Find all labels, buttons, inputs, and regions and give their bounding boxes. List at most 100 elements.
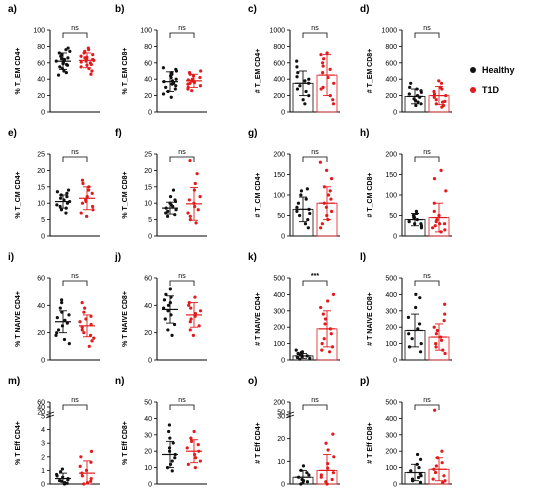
data-point	[331, 102, 336, 106]
data-point	[326, 299, 330, 303]
data-point	[60, 298, 64, 302]
data-point	[439, 338, 444, 342]
data-point	[434, 342, 438, 346]
data-point	[444, 189, 448, 193]
data-point	[65, 201, 70, 205]
series-healthy	[54, 298, 71, 346]
data-point	[187, 198, 191, 202]
panel-letter: d)	[360, 4, 369, 15]
data-point	[174, 67, 178, 71]
data-point	[330, 209, 334, 213]
data-point	[295, 205, 299, 209]
data-point	[64, 71, 68, 75]
y-tick-label: 600	[385, 60, 397, 67]
data-point	[414, 103, 418, 108]
data-point	[414, 292, 418, 296]
data-point	[89, 314, 93, 318]
y-tick-label-upper: 60	[37, 400, 45, 407]
data-point	[306, 218, 310, 222]
data-point	[80, 301, 84, 305]
data-point	[295, 65, 299, 69]
series-healthy	[292, 59, 314, 113]
significance-bracket	[414, 280, 440, 286]
y-tick-label: 0	[393, 358, 397, 365]
significance-label: ns	[71, 273, 79, 280]
y-tick-label: 20	[37, 93, 45, 100]
data-point	[82, 310, 86, 314]
y-axis-label: % T Eff CD8+	[122, 421, 129, 465]
y-tick-label: 500	[273, 276, 285, 283]
data-point	[406, 315, 411, 319]
y-tick-label: 0	[148, 110, 152, 117]
y-tick-label: 50	[389, 213, 397, 220]
y-tick-label: 100	[385, 465, 397, 472]
data-point	[440, 449, 444, 453]
data-point	[64, 48, 68, 52]
y-tick-label: 1	[41, 468, 45, 475]
significance-bracket	[414, 32, 440, 38]
significance-label: ns	[423, 273, 431, 280]
data-point	[161, 66, 166, 70]
y-tick-label: 100	[273, 341, 285, 348]
data-point	[55, 190, 60, 194]
data-point	[409, 469, 413, 473]
data-point	[187, 71, 192, 75]
data-point	[62, 69, 66, 73]
data-point	[188, 218, 192, 222]
data-point	[443, 302, 447, 306]
data-point	[65, 191, 69, 195]
y-tick-label: 200	[273, 93, 285, 100]
y-tick-label: 0	[393, 234, 397, 241]
data-point	[308, 356, 312, 360]
data-point	[296, 71, 300, 75]
y-tick-label: 20	[144, 168, 152, 175]
series-healthy	[292, 187, 314, 237]
data-point	[431, 477, 435, 481]
data-point	[303, 222, 308, 226]
data-point	[89, 460, 93, 464]
y-tick-label: 20	[144, 93, 152, 100]
data-point	[409, 81, 413, 85]
data-point	[187, 303, 191, 307]
data-point	[170, 469, 174, 473]
panel-k: k) # T NAIVE CD4+ 0 100 200 300 400 500 ***	[248, 252, 340, 365]
y-tick-label: 20	[144, 449, 152, 456]
y-axis-label: % T_EM CD8+	[122, 48, 129, 95]
y-tick-label: 200	[385, 93, 397, 100]
data-point	[319, 473, 323, 477]
y-tick-label: 3	[41, 441, 45, 448]
y-tick-label: 100	[273, 193, 285, 200]
data-point	[321, 85, 325, 89]
series-t1d	[79, 178, 95, 218]
significance-label: ns	[178, 25, 186, 32]
data-point	[325, 51, 329, 55]
y-axis-label: # T Eff CD4+	[255, 422, 262, 463]
data-point	[439, 81, 444, 85]
significance-label: ns	[311, 397, 319, 404]
data-point	[318, 160, 322, 164]
data-point	[58, 306, 62, 310]
data-point	[174, 77, 178, 81]
panel-letter: c)	[248, 4, 257, 15]
data-point	[83, 49, 87, 53]
data-point	[418, 480, 423, 484]
data-point	[198, 195, 202, 199]
y-tick-label: 60	[144, 276, 152, 283]
data-point	[80, 328, 84, 332]
panel-letter: i)	[8, 252, 14, 263]
significance-bracket	[169, 404, 195, 410]
data-point	[407, 220, 411, 224]
panel-d: d) # T_EM CD8+ 0 200 400 600 800 1000 ns	[360, 4, 452, 117]
data-point	[438, 222, 442, 226]
significance-bracket	[169, 280, 195, 286]
data-point	[418, 457, 423, 461]
series-t1d	[428, 168, 450, 237]
data-point	[173, 456, 177, 460]
y-tick-label: 100	[33, 28, 45, 35]
panel-e: e) % T_CM CD4+ 0 5 10 15 20 25 ns	[8, 128, 100, 241]
data-point	[331, 471, 336, 475]
data-point	[80, 474, 84, 478]
significance-bracket	[62, 32, 88, 38]
data-point	[326, 448, 330, 452]
panel-letter: e)	[8, 128, 17, 139]
